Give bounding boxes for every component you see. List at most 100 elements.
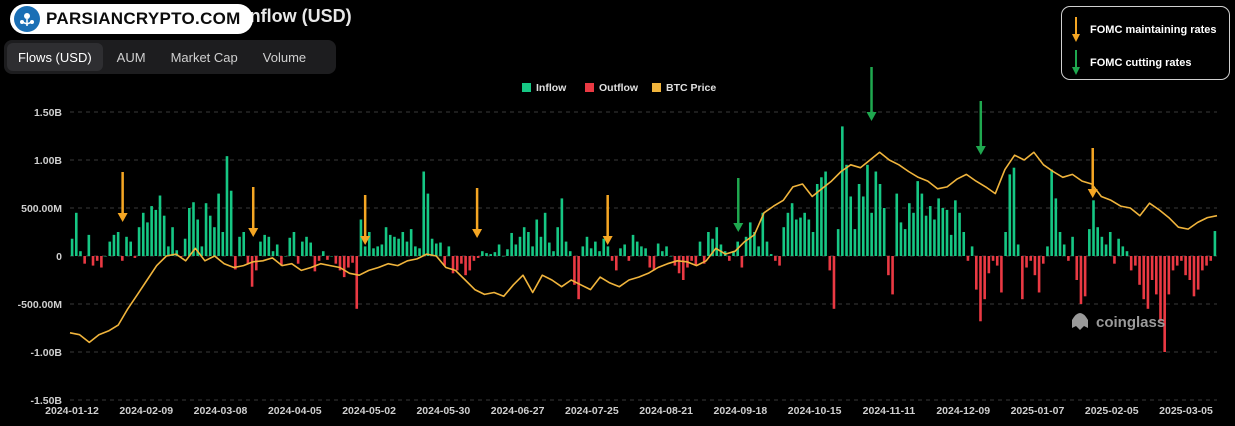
inflow-bar — [430, 238, 434, 256]
fomc-hold-arrow-icon — [472, 229, 483, 238]
outflow-bar — [472, 256, 476, 261]
inflow-bar — [594, 241, 597, 256]
inflow-bar — [125, 236, 128, 256]
outflow-bar — [460, 256, 463, 264]
inflow-bar — [397, 238, 400, 256]
outflow-bar — [1188, 256, 1192, 280]
inflow-bar — [640, 246, 643, 256]
inflow-bar — [518, 236, 522, 256]
inflow-bar — [765, 241, 769, 256]
inflow-bar — [1054, 198, 1058, 256]
inflow-bar — [309, 242, 313, 256]
inflow-bar — [384, 227, 388, 256]
inflow-bar — [1046, 246, 1049, 256]
fomc-cut-arrow-icon — [733, 223, 744, 232]
inflow-bar — [878, 184, 882, 256]
inflow-bar — [418, 248, 421, 256]
inflow-bar — [175, 250, 179, 256]
inflow-bar — [200, 246, 204, 256]
inflow-bar — [606, 246, 610, 256]
inflow-bar — [824, 171, 827, 256]
inflow-bar — [481, 251, 484, 256]
fomc-cut-arrow-icon — [866, 112, 877, 121]
inflow-bar — [188, 208, 191, 256]
inflow-bar — [405, 241, 409, 256]
legend-swatch — [652, 83, 661, 92]
inflow-bar — [129, 241, 132, 256]
inflow-bar — [954, 200, 957, 256]
outflow-bar — [455, 256, 459, 271]
outflow-bar — [83, 256, 86, 264]
inflow-bar — [841, 126, 844, 257]
inflow-bar — [836, 229, 840, 256]
inflow-bar — [598, 251, 601, 256]
outflow-bar — [610, 256, 614, 261]
inflow-bar — [853, 229, 857, 256]
inflow-bar — [635, 241, 639, 256]
inflow-bar — [1008, 174, 1012, 256]
inflow-bar — [581, 246, 585, 256]
inflow-bar — [1121, 246, 1125, 256]
outflow-bar — [1159, 256, 1162, 322]
inflow-bar — [564, 241, 568, 256]
x-tick-label: 2024-08-21 — [639, 405, 693, 417]
inflow-bar — [116, 232, 120, 256]
outflow-bar — [296, 256, 300, 264]
inflow-bar — [154, 209, 158, 256]
inflow-bar — [585, 236, 589, 256]
x-tick-label: 2025-01-07 — [1011, 405, 1065, 417]
inflow-bar — [761, 212, 765, 256]
inflow-bar — [501, 256, 505, 257]
fomc-cutting-label: FOMC cutting rates — [1090, 57, 1192, 69]
outflow-bar — [476, 256, 480, 258]
inflow-bar — [1004, 232, 1007, 256]
outflow-bar — [702, 256, 706, 264]
inflow-bar — [908, 203, 911, 256]
inflow-bar — [941, 208, 945, 256]
outflow-bar — [1033, 256, 1037, 276]
tab-market-cap[interactable]: Market Cap — [170, 49, 238, 65]
inflow-bar — [288, 237, 292, 256]
inflow-bar — [271, 251, 275, 256]
inflow-bar — [815, 184, 819, 256]
inflow-bar — [275, 244, 279, 256]
tab-flows[interactable]: Flows (USD) — [7, 43, 103, 71]
outflow-bar — [1163, 256, 1166, 352]
inflow-bar — [849, 196, 853, 256]
inflow-bar — [146, 222, 149, 256]
inflow-bar — [167, 246, 170, 256]
inflow-bar — [949, 234, 953, 256]
inflow-bar — [1125, 251, 1129, 256]
outflow-bar — [468, 256, 472, 271]
outflow-bar — [1146, 256, 1150, 309]
fomc-maintaining-entry: FOMC maintaining rates — [1072, 17, 1217, 43]
inflow-bar — [493, 252, 497, 256]
btc-price-line — [69, 151, 1218, 344]
inflow-bar — [1213, 231, 1217, 256]
outflow-bar — [1205, 256, 1208, 266]
y-tick-label: 0 — [56, 251, 62, 263]
tab-volume[interactable]: Volume — [262, 49, 307, 65]
y-tick-label: 1.50B — [34, 107, 62, 119]
outflow-bar — [983, 256, 986, 300]
inflow-bar — [1092, 200, 1095, 256]
inflow-bar — [372, 248, 375, 256]
outflow-bar — [313, 256, 317, 272]
inflow-bar — [644, 248, 647, 256]
inflow-bar — [543, 212, 547, 256]
tab-aum[interactable]: AUM — [116, 49, 146, 65]
inflow-bar — [912, 212, 915, 256]
inflow-bar — [619, 248, 622, 256]
green-down-arrow-icon — [1072, 50, 1080, 75]
outflow-bar — [464, 256, 467, 276]
inflow-bar — [794, 219, 798, 256]
inflow-bar — [895, 193, 899, 256]
outflow-bar — [1029, 256, 1033, 261]
outflow-bar — [443, 256, 446, 266]
outflow-bar — [234, 256, 237, 270]
outflow-bar — [987, 256, 991, 274]
inflow-bar — [112, 234, 116, 256]
outflow-bar — [614, 256, 618, 271]
outflow-bar — [355, 256, 359, 309]
